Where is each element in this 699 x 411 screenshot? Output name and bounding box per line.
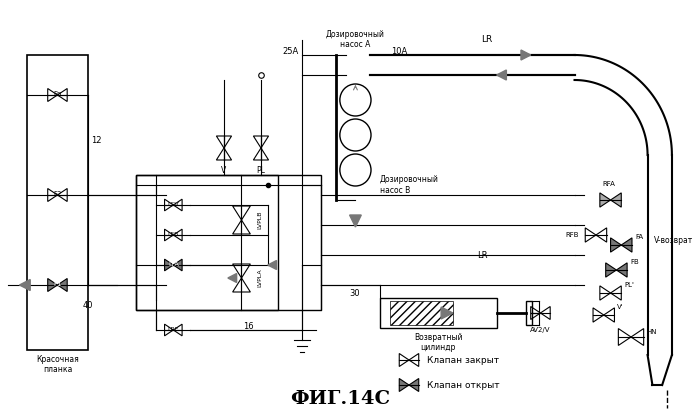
Polygon shape [600,193,610,207]
Polygon shape [399,379,409,392]
Polygon shape [409,379,419,392]
Polygon shape [610,193,621,207]
Text: RFB: RFB [565,232,579,238]
Text: Клапан открыт: Клапан открыт [426,381,499,390]
Text: LR: LR [477,250,488,259]
Polygon shape [20,279,30,291]
Text: LFA: LFA [168,261,179,266]
Bar [136,175,278,310]
Polygon shape [617,263,627,277]
Text: 25A: 25A [282,48,299,56]
Polygon shape [350,215,361,227]
Polygon shape [621,238,632,252]
Text: PL': PL' [624,282,634,288]
Text: Возвратный
цилиндр: Возвратный цилиндр [414,333,463,352]
Text: LFB: LFB [168,231,179,236]
Polygon shape [606,263,617,277]
Text: 12: 12 [92,136,102,145]
Text: LVPLB: LVPLB [257,211,262,229]
Polygon shape [173,259,182,271]
Text: LVPLA: LVPLA [257,269,262,287]
Text: LRF: LRF [168,326,179,332]
Text: 30: 30 [350,289,360,298]
Polygon shape [521,50,531,60]
Text: FA: FA [635,234,643,240]
Text: Красочная
планка: Красочная планка [36,355,79,374]
Polygon shape [228,273,237,282]
Text: Клапан закрыт: Клапан закрыт [426,356,498,365]
Polygon shape [496,70,506,80]
Bar [526,301,532,325]
Text: Fn: Fn [53,91,62,97]
Text: 16: 16 [243,322,254,331]
Text: ФИГ.14С: ФИГ.14С [290,390,390,408]
Text: F1: F1 [53,281,62,287]
Text: 40: 40 [82,300,93,309]
Polygon shape [268,261,277,270]
Bar [380,298,496,328]
Polygon shape [57,279,67,291]
Text: V-возврат: V-возврат [654,236,693,245]
Text: V: V [222,166,226,175]
Bar [136,175,322,310]
Bar [27,55,87,350]
Text: PL: PL [257,166,266,175]
Text: 10A: 10A [391,48,408,56]
Text: Дозировочный
насос A: Дозировочный насос A [326,30,385,49]
Polygon shape [164,259,173,271]
Text: LR: LR [482,35,493,44]
Text: AV2/V: AV2/V [531,327,551,333]
Text: RFA: RFA [602,181,615,187]
Text: V': V' [617,304,624,310]
Polygon shape [48,279,57,291]
Text: HN: HN [647,329,657,335]
Polygon shape [441,307,453,319]
Polygon shape [610,238,621,252]
Bar [389,301,453,325]
Text: F2: F2 [53,191,62,197]
Text: Дозировочный
насос B: Дозировочный насос B [380,175,439,195]
Text: LSV: LSV [168,201,179,206]
Text: FB: FB [630,259,639,265]
